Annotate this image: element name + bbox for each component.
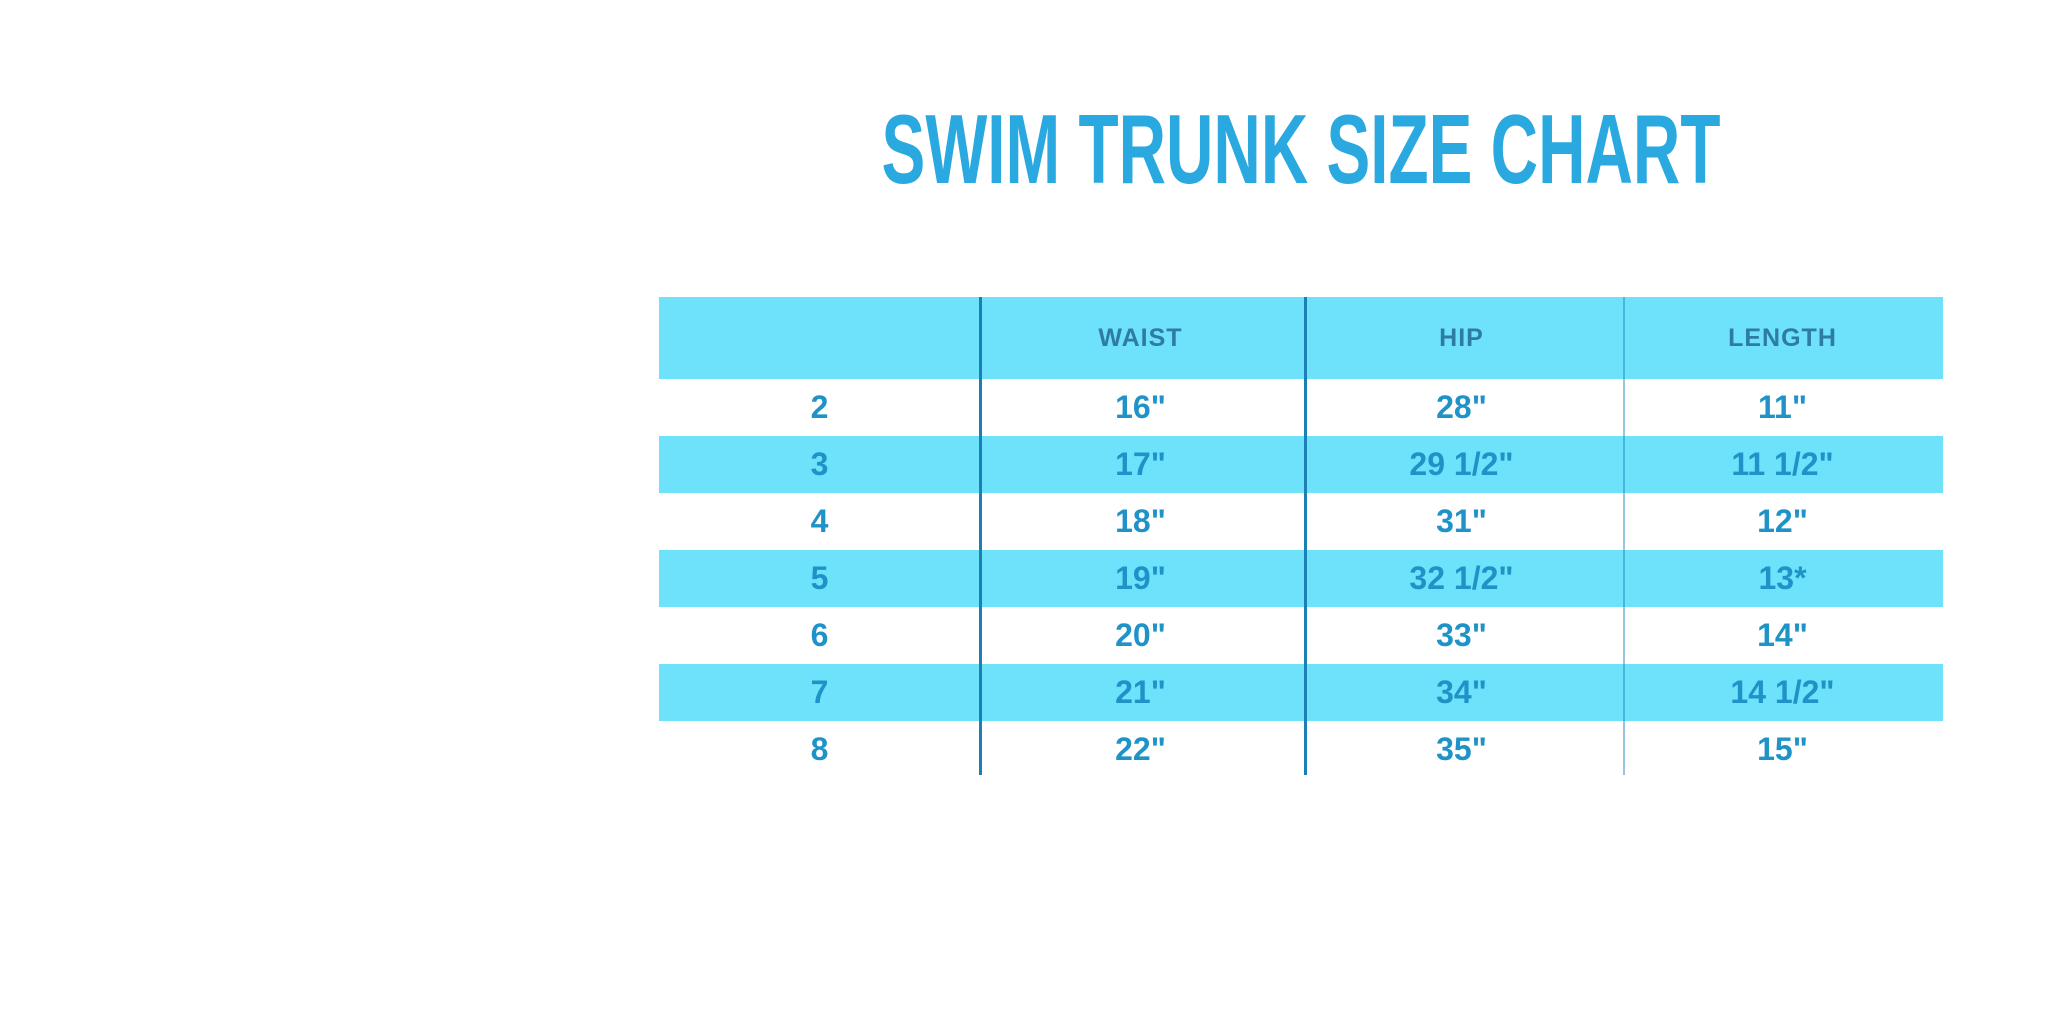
length-cell: 14 1/2" xyxy=(1730,674,1835,710)
length-cell: 11 1/2" xyxy=(1731,446,1834,482)
length-cell: 14" xyxy=(1757,617,1808,653)
hip-cell: 28" xyxy=(1436,389,1487,425)
column-divider xyxy=(1623,297,1625,775)
hip-cell: 34" xyxy=(1436,674,1487,710)
length-cell: 11" xyxy=(1758,389,1807,425)
length-cell: 15" xyxy=(1757,731,1808,767)
table-row: 4 18" 31" 12" xyxy=(659,493,1943,550)
hip-cell: 35" xyxy=(1436,731,1487,767)
waist-cell: 21" xyxy=(1115,674,1166,710)
hip-cell: 31" xyxy=(1436,503,1487,539)
size-cell: 3 xyxy=(810,446,829,482)
table-row: 7 21" 34" 14 1/2" xyxy=(659,664,1943,721)
table-row: 8 22" 35" 15" xyxy=(659,721,1943,778)
waist-cell: 16" xyxy=(1115,389,1166,425)
hip-cell: 29 1/2" xyxy=(1409,446,1514,482)
waist-cell: 19" xyxy=(1115,560,1166,596)
waist-cell: 20" xyxy=(1115,617,1166,653)
header-cell-length: LENGTH xyxy=(1728,323,1837,352)
hip-cell: 33" xyxy=(1436,617,1487,653)
waist-cell: 18" xyxy=(1115,503,1166,539)
page-title: SWIM TRUNK SIZE CHART xyxy=(881,94,1721,204)
length-cell: 13* xyxy=(1758,560,1807,596)
length-cell: 12" xyxy=(1757,503,1808,539)
waist-cell: 22" xyxy=(1115,731,1166,767)
header-cell-blank xyxy=(659,297,980,379)
header-cell-waist: WAIST xyxy=(1098,323,1183,352)
size-cell: 8 xyxy=(810,731,829,767)
table-row: 6 20" 33" 14" xyxy=(659,607,1943,664)
hip-cell: 32 1/2" xyxy=(1409,560,1514,596)
size-table: WAIST HIP LENGTH 2 16" 28" 11" 3 17" 29 … xyxy=(659,297,1943,778)
table-header-row: WAIST HIP LENGTH xyxy=(659,297,1943,379)
waist-cell: 17" xyxy=(1115,446,1166,482)
column-divider xyxy=(1304,297,1307,775)
size-cell: 4 xyxy=(810,503,829,539)
size-cell: 6 xyxy=(810,617,829,653)
table-row: 5 19" 32 1/2" 13* xyxy=(659,550,1943,607)
header-cell-hip: HIP xyxy=(1439,323,1484,352)
table-row: 2 16" 28" 11" xyxy=(659,379,1943,436)
column-divider xyxy=(979,297,982,775)
size-cell: 2 xyxy=(810,389,829,425)
table-row: 3 17" 29 1/2" 11 1/2" xyxy=(659,436,1943,493)
size-cell: 7 xyxy=(810,674,829,710)
size-cell: 5 xyxy=(810,560,829,596)
